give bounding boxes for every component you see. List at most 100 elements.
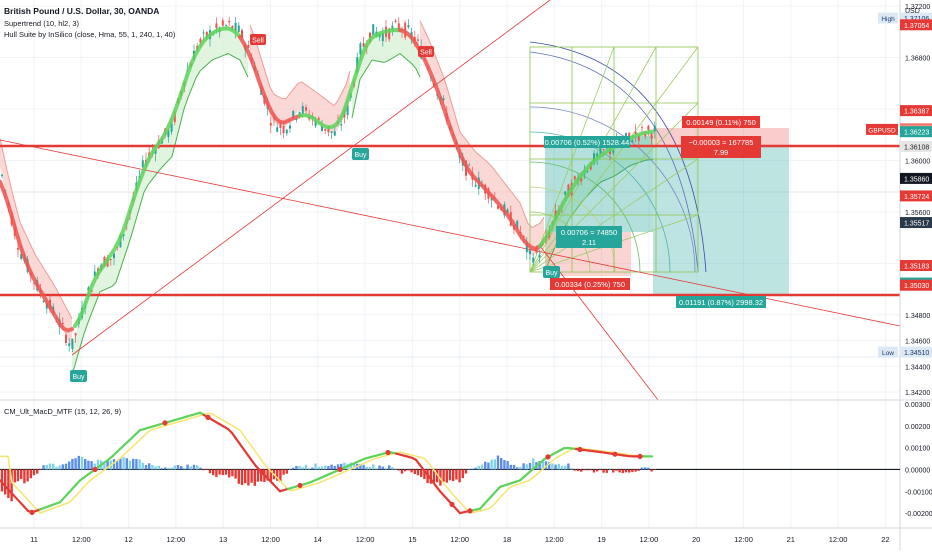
- candle-body: [654, 126, 656, 131]
- long-stop-label[interactable]: 0.00334 (0.25%) 750: [550, 278, 630, 290]
- macd-hist-bar: [161, 468, 163, 469]
- macd-hist-bar: [142, 463, 144, 470]
- svg-text:0.00706 ≈ 74850: 0.00706 ≈ 74850: [561, 228, 617, 237]
- candle-body: [276, 127, 278, 131]
- macd-cross-dot: [92, 467, 97, 472]
- macd-hist-bar: [513, 465, 515, 470]
- macd-hist-bar: [308, 468, 310, 469]
- macd-hist-bar: [20, 469, 22, 479]
- supertrend-line: [72, 54, 248, 376]
- macd-hist-bar: [286, 469, 288, 473]
- macd-hist-bar: [471, 469, 473, 470]
- macd-hist-bar: [135, 459, 137, 469]
- macd-hist-bar: [609, 469, 611, 470]
- macd-hist-bar: [129, 460, 131, 469]
- indicator-hull-suite[interactable]: Hull Suite by InSilico (close, Hma, 55, …: [4, 30, 176, 39]
- candle-body: [532, 258, 534, 263]
- candle-body: [529, 250, 531, 254]
- candle-body: [75, 333, 77, 335]
- macd-hist-bar: [391, 467, 393, 469]
- macd-hist-bar: [494, 459, 496, 469]
- indicator-supertrend[interactable]: Supertrend (10, hl2, 3): [4, 19, 80, 28]
- short-target-label[interactable]: 0.00149 (0.11%) 750: [682, 116, 760, 128]
- macd-hist-bar: [231, 469, 233, 476]
- candle-body: [340, 124, 342, 125]
- macd-hist-bar: [225, 469, 227, 474]
- price-marker-value: 1.36387: [904, 109, 929, 116]
- candle-body: [305, 107, 307, 110]
- svg-text:2.11: 2.11: [582, 238, 596, 247]
- macd-label[interactable]: CM_Ult_MacD_MTF (15, 12, 26, 9): [4, 407, 122, 416]
- candle-body: [359, 43, 361, 54]
- macd-hist-bar: [417, 469, 419, 475]
- signals: Sell Sell Buy Buy Buy: [70, 34, 560, 382]
- time-tick-label: 14: [314, 535, 322, 544]
- candle-body: [225, 25, 227, 26]
- macd-tick-label: 0.00300: [905, 402, 930, 409]
- macd-hist-bar: [81, 457, 83, 470]
- macd-hist-bar: [564, 466, 566, 470]
- macd-hist-bar: [289, 469, 291, 470]
- macd-pane[interactable]: [0, 413, 900, 515]
- short-profit-zone[interactable]: [653, 146, 789, 295]
- macd-hist-bar: [302, 467, 304, 469]
- svg-text:0.00706 (0.52%) 1528.44: 0.00706 (0.52%) 1528.44: [545, 138, 630, 147]
- short-entry-label[interactable]: −0.00003 ≈ 167785 7.99: [681, 136, 761, 158]
- candle-body: [631, 140, 633, 142]
- macd-hist-bar: [78, 456, 80, 470]
- macd-hist-bar: [186, 465, 188, 470]
- macd-axis[interactable]: 0.003000.002000.001000.00000-0.00100-0.0…: [905, 402, 932, 518]
- macd-hist-bar: [324, 466, 326, 470]
- macd-hist-bar: [414, 469, 416, 474]
- macd-hist-bar: [484, 462, 486, 470]
- macd-hist-bar: [321, 466, 323, 469]
- macd-hist-bar: [583, 469, 585, 470]
- macd-hist-bar: [90, 461, 92, 469]
- macd-hist-bar: [458, 469, 460, 482]
- macd-hist-bar: [126, 458, 128, 469]
- macd-hist-bar: [490, 460, 492, 470]
- time-tick-label: 22: [881, 535, 889, 544]
- long-target-label[interactable]: 0.00706 (0.52%) 1528.44: [544, 136, 630, 148]
- macd-hist-bar: [330, 465, 332, 470]
- macd-cross-dot: [337, 467, 342, 472]
- short-stop-label[interactable]: 0.01191 (0.87%) 2998.32: [676, 296, 766, 308]
- macd-cross-dot: [297, 483, 302, 488]
- long-entry-label[interactable]: 0.00706 ≈ 74850 2.11: [556, 226, 622, 248]
- candle-body: [279, 124, 281, 128]
- macd-hist-bar: [519, 467, 521, 470]
- time-tick-label: 12:00: [829, 535, 848, 544]
- candle-body: [302, 106, 304, 114]
- price-marker-tag-text: GBPUSD: [868, 127, 896, 134]
- macd-hist-bar: [292, 468, 294, 470]
- candle-body: [1, 175, 3, 176]
- macd-hist-bar: [362, 465, 364, 470]
- candle-body: [238, 25, 240, 31]
- macd-hist-bar: [628, 469, 630, 472]
- macd-hist-bar: [372, 464, 374, 469]
- price-tick-label: 1.34400: [905, 364, 930, 371]
- svg-text:Sell: Sell: [420, 50, 432, 57]
- macd-hist-bar: [241, 469, 243, 485]
- candle-body: [331, 131, 333, 133]
- macd-hist-bar: [478, 466, 480, 469]
- macd-hist-bar: [202, 469, 204, 470]
- macd-hist-bar: [250, 469, 252, 482]
- macd-hist-bar: [254, 469, 256, 485]
- price-axis[interactable]: 1.372001.368001.364001.360001.356001.352…: [866, 4, 932, 397]
- macd-hist-bar: [4, 469, 6, 494]
- macd-hist-bar: [116, 461, 118, 469]
- macd-hist-bar: [558, 464, 560, 470]
- macd-hist-bar: [385, 468, 387, 469]
- macd-hist-bar: [314, 464, 316, 470]
- macd-hist-bar: [644, 467, 646, 469]
- macd-hist-bar: [551, 464, 553, 470]
- candle-body: [564, 191, 566, 194]
- svg-text:Buy: Buy: [354, 152, 367, 159]
- macd-hist-bar: [58, 465, 60, 469]
- macd-cross-dot: [162, 420, 167, 425]
- macd-cross-dot: [449, 502, 454, 507]
